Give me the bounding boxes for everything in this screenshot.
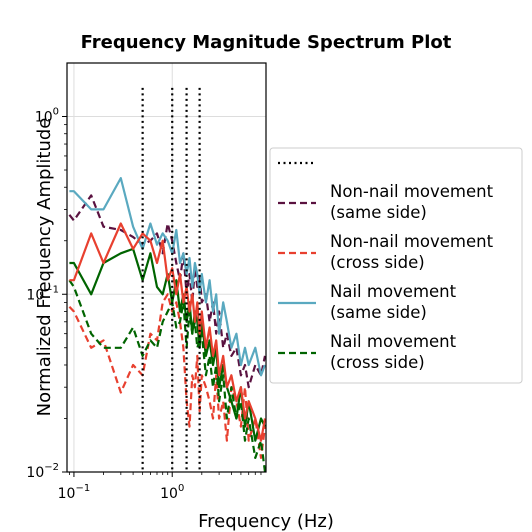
x-axis-label: Frequency (Hz): [198, 511, 334, 532]
y-axis-label: Normalized Frequency Amplitude: [34, 118, 55, 417]
plot-frame: [66, 62, 267, 473]
legend-label: (cross side): [330, 253, 425, 272]
vline-layer: [141, 87, 201, 472]
chart-title: Frequency Magnitude Spectrum Plot: [81, 32, 452, 53]
legend-label: Nail movement: [330, 282, 457, 301]
legend-box: [269, 147, 523, 384]
series-line-5: [69, 222, 266, 442]
series-line-1: [68, 293, 266, 459]
x-tick-label: 10−1: [58, 483, 91, 502]
series-layer: [68, 177, 266, 472]
series-line-0: [68, 194, 266, 389]
legend-label: (cross side): [330, 353, 425, 372]
y-tick-label: 100: [35, 107, 59, 126]
series-line-3: [68, 279, 266, 472]
legend-label: Nail movement: [330, 332, 457, 351]
tick-layer: 10−1 100 10−2 10−1 100: [26, 107, 262, 502]
legend-label: Non-nail movement: [330, 232, 494, 251]
legend: Non-nail movement (same side) Non-nail mov…: [269, 147, 523, 384]
y-tick-label: 10−2: [26, 462, 59, 481]
legend-label: (same side): [330, 203, 427, 222]
legend-label: (same side): [330, 303, 427, 322]
y-tick-label: 10−1: [26, 284, 59, 303]
legend-label: Non-nail movement: [330, 182, 494, 201]
x-tick-label: 100: [160, 483, 184, 502]
